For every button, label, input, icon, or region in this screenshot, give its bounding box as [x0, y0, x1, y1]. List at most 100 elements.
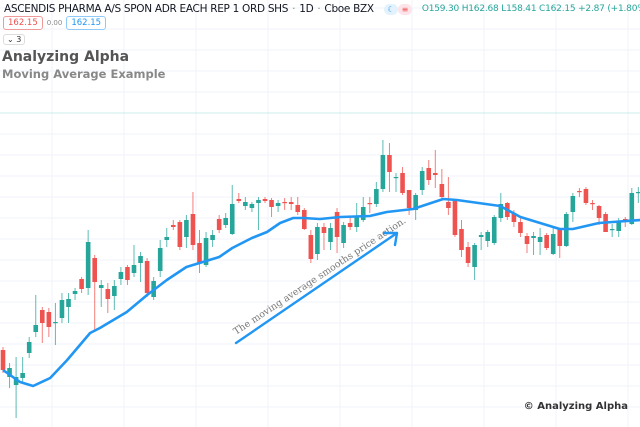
candle — [393, 173, 399, 192]
candle-body — [583, 189, 589, 203]
candle — [171, 220, 176, 230]
indicator-count: 3 — [16, 35, 22, 44]
candle-body — [236, 199, 242, 201]
candle — [125, 265, 130, 285]
candle-body — [544, 235, 549, 248]
candle — [524, 233, 530, 253]
candles — [0, 140, 640, 418]
candle-body — [609, 229, 615, 231]
ohlc-values: O159.30 H162.68 L158.41 C162.15 +2.87 (+… — [422, 4, 640, 14]
candle-body — [570, 196, 576, 212]
candle — [478, 232, 484, 250]
candle-body — [33, 325, 39, 332]
candle — [590, 200, 595, 210]
candle-body — [249, 204, 255, 208]
candle-body — [315, 227, 320, 254]
candle-body — [557, 229, 563, 246]
candle-body — [177, 222, 183, 247]
moon-icon[interactable]: ☾ — [383, 3, 398, 15]
candle-body — [269, 200, 274, 207]
candle — [164, 228, 170, 247]
sell-price-button[interactable]: 162.15 — [3, 16, 43, 30]
candle — [557, 228, 563, 258]
candle — [406, 190, 412, 215]
candle — [112, 280, 117, 310]
candle-body — [210, 235, 215, 240]
candle-body — [537, 237, 543, 242]
candle-body — [288, 202, 294, 204]
candle — [426, 160, 432, 185]
candle-body — [295, 205, 301, 212]
candle-body — [13, 377, 19, 385]
candle-body — [577, 191, 582, 193]
candle — [118, 267, 124, 285]
candle-body — [393, 177, 399, 179]
chart-title: Analyzing Alpha — [2, 49, 130, 65]
candle-body — [53, 322, 58, 324]
candle — [157, 240, 163, 277]
change-value: +2.87 (+1.80%) — [578, 4, 640, 14]
candle — [66, 293, 71, 323]
candle — [491, 215, 497, 245]
candle — [334, 208, 340, 253]
candle — [13, 357, 19, 418]
candle-body — [302, 210, 307, 229]
open-label: O — [421, 4, 429, 14]
candle-body — [374, 189, 379, 204]
annotation-arrow-icon — [234, 231, 399, 345]
high-label: H — [461, 4, 469, 14]
market-status-icon[interactable]: ≡ — [397, 3, 412, 15]
candle-body — [360, 207, 366, 220]
candle — [583, 187, 589, 205]
candle-body — [629, 193, 635, 224]
candle — [433, 150, 438, 188]
candle-body — [439, 184, 445, 197]
candle-body — [328, 228, 333, 242]
candle-body — [46, 312, 52, 327]
candle-body — [400, 173, 405, 193]
candle — [72, 288, 78, 300]
candle-body — [485, 232, 490, 241]
candle-body — [59, 300, 65, 318]
candle — [413, 193, 418, 220]
candle-body — [203, 238, 209, 265]
candle — [85, 230, 91, 295]
candle — [229, 185, 235, 235]
candle — [243, 197, 248, 210]
interval[interactable]: 1D — [299, 3, 314, 15]
candle-body — [98, 285, 104, 288]
candle-body — [334, 212, 340, 237]
candle — [374, 182, 379, 207]
candle — [570, 193, 576, 222]
close-label: C — [539, 4, 546, 14]
candle — [485, 230, 490, 247]
candle-body — [419, 171, 425, 190]
candle-body — [518, 222, 523, 233]
buy-price-button[interactable]: 162.15 — [66, 16, 107, 30]
candle — [459, 220, 464, 257]
indicators-toggle-button[interactable]: ⌄ 3 — [3, 34, 26, 45]
candle — [236, 193, 242, 203]
candle — [98, 280, 104, 307]
candle — [190, 192, 196, 250]
candle — [210, 230, 215, 247]
annotation-text: The moving average smooths price action. — [232, 215, 409, 337]
candle — [295, 197, 301, 215]
candle-body — [190, 214, 196, 245]
candle-body — [92, 258, 97, 282]
candle-body — [341, 225, 346, 243]
candle-body — [596, 206, 602, 218]
candle — [328, 223, 333, 250]
symbol-name[interactable]: ASCENDIS PHARMA A/S SPON ADR EACH REP 1 … — [4, 3, 289, 15]
candle — [53, 303, 58, 345]
candle — [256, 197, 261, 230]
candle — [472, 243, 477, 280]
candle-body — [20, 373, 25, 378]
candle-body — [636, 192, 640, 194]
candle-body — [144, 261, 150, 293]
candle-body — [26, 342, 32, 353]
candle — [341, 222, 346, 248]
separator: · — [317, 3, 321, 15]
candle — [387, 143, 392, 192]
